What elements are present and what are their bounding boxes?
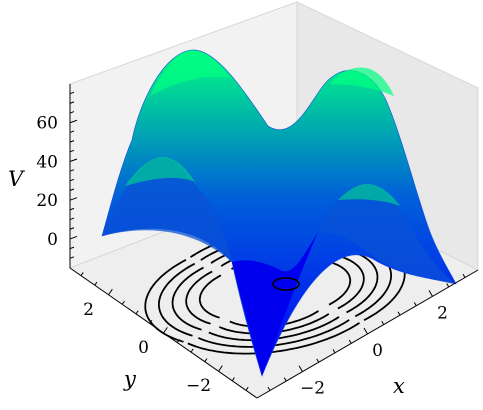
z-tick-label: 20 [36, 191, 58, 211]
x-tick-label: 0 [372, 341, 383, 361]
x-tick [332, 349, 336, 354]
x-tick [462, 273, 466, 278]
y-tick [94, 281, 98, 286]
z-tick [69, 256, 75, 259]
contour-line [185, 270, 213, 325]
contour-line [337, 255, 365, 310]
x-axis: −2 0 2 [256, 269, 479, 399]
surface-body [101, 49, 457, 377]
y-tick [176, 339, 180, 343]
z-axis: 0 20 40 60 [36, 84, 78, 268]
z-tick [69, 235, 78, 240]
z-axis-label: V [8, 167, 25, 191]
contour-line [157, 262, 196, 337]
x-tick [428, 290, 433, 297]
y-tick [121, 300, 125, 305]
y-tick-label: 2 [83, 300, 94, 320]
z-tick [69, 158, 78, 162]
y-tick [163, 327, 168, 334]
central-well [232, 232, 318, 376]
x-tick-label: 2 [437, 303, 448, 323]
z-tick-label: 0 [47, 230, 58, 250]
x-tick-label: −2 [300, 379, 325, 399]
contour-line [171, 266, 204, 331]
y-tick [80, 272, 84, 276]
z-tick [69, 169, 75, 172]
z-tick [69, 130, 75, 133]
z-tick [69, 119, 78, 124]
surface-mesh [101, 49, 457, 377]
z-tick [69, 227, 75, 230]
x-tick [397, 311, 401, 316]
back-right-lobe-highlight [330, 67, 394, 96]
z-tick [69, 101, 75, 104]
front-left-lobe [102, 157, 232, 262]
front-left-lobe-highlight [125, 157, 195, 186]
x-tick [363, 327, 368, 335]
x-tick [316, 358, 320, 363]
z-tick [69, 197, 78, 201]
y-tick [245, 386, 249, 391]
y-tick [190, 348, 194, 353]
contour-line [187, 322, 360, 355]
x-tick [381, 320, 385, 325]
contour-line [346, 249, 379, 314]
z-tick [69, 111, 75, 114]
z-tick [69, 207, 75, 211]
contour-line [328, 261, 352, 306]
x-axis-label: x [393, 374, 405, 398]
x-tick [298, 365, 303, 372]
y-tick [135, 310, 139, 315]
y-axis: −2 0 2 [69, 267, 258, 399]
y-axis-label: y [123, 367, 137, 391]
front-right-lobe-highlight [338, 183, 400, 206]
contour-line [198, 274, 222, 319]
z-tick [69, 149, 75, 153]
y-tick [218, 365, 223, 372]
z-tick [69, 217, 75, 221]
x-tick [413, 302, 417, 307]
x-tick [446, 283, 450, 288]
z-tick [69, 246, 75, 250]
y-tick-label: 0 [138, 338, 149, 358]
y-tick [231, 377, 235, 382]
y-tick [204, 358, 208, 362]
z-tick-label: 40 [36, 152, 58, 172]
central-well-contour [272, 277, 300, 291]
x-tick [348, 339, 352, 344]
front-right-lobe [318, 183, 456, 284]
y-tick [149, 319, 153, 324]
x-tick [283, 377, 287, 382]
y-tick [108, 288, 113, 296]
x-tick [267, 386, 271, 391]
z-tick [69, 91, 75, 95]
back-left-lobe-highlight [150, 50, 230, 96]
y-tick-label: −2 [186, 376, 211, 396]
z-tick [69, 188, 75, 191]
z-tick [69, 178, 75, 182]
z-tick [69, 140, 75, 143]
z-tick-label: 60 [36, 114, 58, 134]
